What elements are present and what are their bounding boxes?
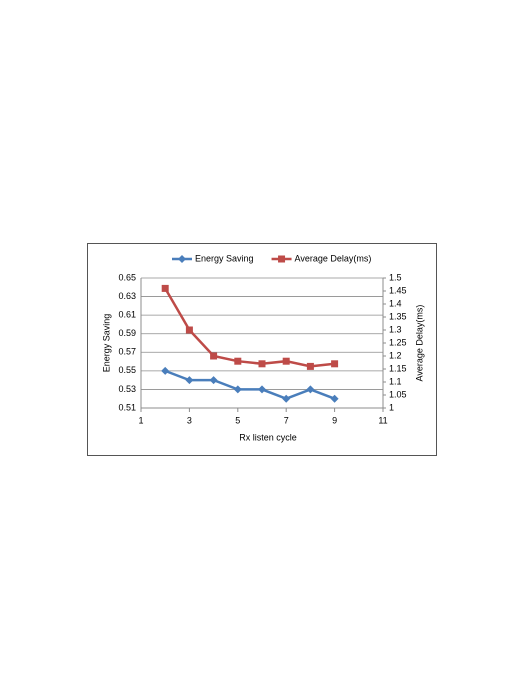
data-point [161, 366, 170, 375]
y2-tick-label: 1.45 [389, 285, 407, 295]
legend-marker [278, 255, 286, 263]
data-point [330, 394, 339, 403]
y2-tick-label: 1 [389, 402, 394, 412]
y-tick-label: 0.61 [118, 310, 136, 320]
y2-tick-label: 1.3 [389, 324, 402, 334]
y-tick-label: 0.65 [118, 272, 136, 282]
data-point [209, 376, 218, 385]
y2-tick-label: 1.05 [389, 389, 407, 399]
data-point [161, 284, 169, 292]
data-point [233, 385, 242, 394]
legend-label: Energy Saving [195, 253, 254, 263]
y2-tick-label: 1.5 [389, 272, 402, 282]
y2-tick-label: 1.1 [389, 376, 402, 386]
x-tick-label: 11 [378, 415, 387, 425]
y-tick-label: 0.63 [118, 291, 136, 301]
y2-tick-label: 1.25 [389, 337, 407, 347]
data-point [210, 352, 218, 360]
data-point [234, 357, 242, 365]
x-tick-label: 7 [284, 415, 289, 425]
y2-tick-label: 1.4 [389, 298, 402, 308]
y-tick-label: 0.59 [118, 328, 136, 338]
data-point [185, 326, 193, 334]
series-line [164, 369, 336, 401]
y2-tick-label: 1.35 [389, 311, 407, 321]
y-tick-label: 0.53 [118, 384, 136, 394]
data-point [258, 360, 266, 368]
data-point [185, 376, 194, 385]
y2-tick-label: 1.15 [389, 363, 407, 373]
series-line [164, 287, 335, 368]
y-tick-label: 0.57 [118, 347, 136, 357]
data-point [258, 385, 266, 394]
data-point [282, 357, 290, 365]
x-axis-title: Rx listen cycle [239, 432, 297, 442]
y2-axis-title: Average Delay(ms) [414, 305, 424, 382]
data-point [306, 385, 315, 394]
chart-frame [87, 243, 437, 456]
data-point [282, 394, 291, 403]
x-tick-label: 3 [187, 415, 192, 425]
legend-label: Average Delay(ms) [295, 253, 372, 263]
x-tick-label: 5 [235, 415, 240, 425]
data-point [306, 362, 314, 370]
x-tick-label: 9 [332, 415, 337, 425]
y-tick-label: 0.51 [118, 402, 136, 412]
data-point [331, 360, 339, 368]
x-tick-label: 1 [138, 415, 143, 425]
y-axis-title: Energy Saving [101, 314, 111, 373]
y-tick-label: 0.55 [118, 365, 136, 375]
legend-marker [178, 255, 186, 263]
y2-tick-label: 1.2 [389, 350, 402, 360]
